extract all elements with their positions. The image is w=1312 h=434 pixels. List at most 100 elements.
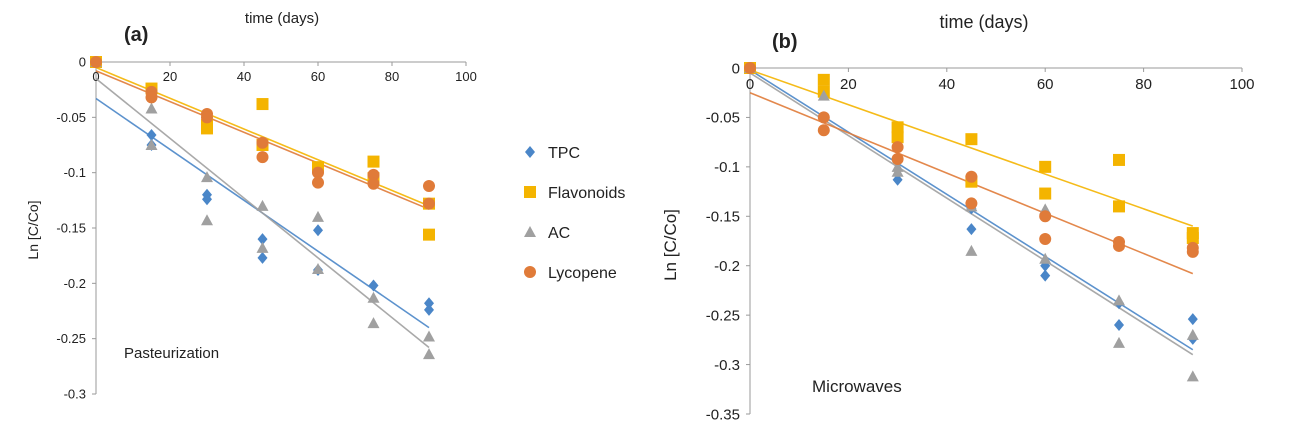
annotation-text: Microwaves xyxy=(812,377,902,396)
point-lycopene xyxy=(744,62,756,74)
point-tpc xyxy=(424,297,434,310)
point-lycopene xyxy=(256,136,269,149)
point-ac xyxy=(312,262,324,274)
point-lycopene xyxy=(1186,245,1199,258)
point-lycopene xyxy=(145,91,158,104)
point-ac xyxy=(312,210,324,222)
y-tick-label: -0.1 xyxy=(64,165,86,180)
y-axis-title: Ln [C/Co] xyxy=(25,200,41,259)
point-tpc xyxy=(1187,313,1198,326)
point-ac xyxy=(1113,294,1125,306)
x-tick-label: 0 xyxy=(746,76,754,93)
legend-label-tpc: TPC xyxy=(548,145,580,162)
y-axis-title: Ln [C/Co] xyxy=(661,209,680,281)
point-flavonoids xyxy=(1039,160,1052,173)
y-tick-label: -0.15 xyxy=(56,221,86,236)
point-lycopene xyxy=(817,124,830,137)
legend-label-ac: AC xyxy=(548,225,570,242)
point-ac xyxy=(891,165,904,177)
point-lycopene xyxy=(1113,239,1125,252)
annotation-text: Pasteurization xyxy=(124,345,219,362)
x-tick-label: 20 xyxy=(840,76,857,93)
point-flavonoids xyxy=(1113,200,1125,213)
point-ac xyxy=(367,317,380,329)
trendline-ac xyxy=(95,77,430,349)
y-tick-label: -0.25 xyxy=(706,307,740,324)
y-tick-label: -0.05 xyxy=(56,110,86,125)
point-flavonoids xyxy=(891,131,904,144)
point-lycopene xyxy=(817,111,830,124)
point-tpc xyxy=(202,193,212,206)
panel-label: (a) xyxy=(124,24,148,46)
y-tick-label: -0.2 xyxy=(64,276,86,291)
point-lycopene xyxy=(891,152,904,165)
point-tpc xyxy=(146,129,157,142)
x-tick-label: 40 xyxy=(237,69,251,84)
point-lycopene xyxy=(312,166,324,179)
x-tick-label: 20 xyxy=(163,69,177,84)
legend-marker-lycopene xyxy=(524,266,536,278)
point-ac xyxy=(201,171,213,183)
x-tick-label: 60 xyxy=(1037,76,1054,93)
point-ac xyxy=(145,139,158,150)
point-lycopene xyxy=(423,197,435,210)
point-flavonoids xyxy=(891,121,904,134)
point-ac xyxy=(817,89,830,101)
y-tick-label: 0 xyxy=(79,55,86,70)
point-tpc xyxy=(313,224,323,237)
point-flavonoids xyxy=(817,73,830,86)
point-lycopene xyxy=(367,177,380,190)
legend-label-lycopene: Lycopene xyxy=(548,265,617,282)
x-tick-label: 0 xyxy=(92,69,99,84)
x-axis-title: time (days) xyxy=(245,10,319,27)
x-axis-title: time (days) xyxy=(939,12,1028,32)
point-flavonoids xyxy=(1186,232,1199,245)
point-ac xyxy=(423,348,435,360)
point-tpc xyxy=(1114,319,1124,332)
point-lycopene xyxy=(1039,210,1052,223)
y-tick-label: -0.05 xyxy=(706,110,740,127)
legend: TPC Flavonoids AC Lycopene xyxy=(524,145,625,282)
point-lycopene xyxy=(312,176,324,189)
point-tpc xyxy=(424,303,434,316)
legend-marker-flavonoids xyxy=(524,186,536,198)
point-flavonoids xyxy=(367,155,380,168)
y-tick-label: -0.3 xyxy=(64,387,86,402)
x-tick-label: 100 xyxy=(455,69,477,84)
y-tick-label: -0.15 xyxy=(706,209,740,226)
point-flavonoids xyxy=(1113,153,1125,166)
point-lycopene xyxy=(1039,233,1052,246)
panel-label: (b) xyxy=(772,31,798,53)
point-ac xyxy=(1113,336,1125,348)
x-tick-label: 100 xyxy=(1229,76,1254,93)
point-tpc xyxy=(257,251,268,264)
point-ac xyxy=(965,244,978,256)
y-tick-label: 0 xyxy=(732,60,740,77)
point-ac xyxy=(367,291,380,303)
point-ac xyxy=(256,199,269,211)
panel-a: 0 20 40 60 80 100 0 -0.05 -0.1 -0.15 -0.2 -0.25 -0.3… xyxy=(25,10,477,402)
panel-b: 0 20 40 60 80 100 0 -0.05 -0.1 -0.15 -0.2 -0.25 -0.3… xyxy=(661,12,1255,423)
point-ac xyxy=(1039,252,1052,264)
point-ac xyxy=(256,241,269,253)
point-lycopene xyxy=(965,170,978,183)
point-tpc xyxy=(966,223,977,236)
y-tick-label: -0.2 xyxy=(714,258,740,275)
point-lycopene xyxy=(423,179,435,192)
x-tick-label: 80 xyxy=(385,69,399,84)
point-ac xyxy=(201,214,213,226)
y-tick-label: -0.3 xyxy=(714,357,740,374)
point-flavonoids xyxy=(201,122,213,135)
point-tpc xyxy=(257,233,268,246)
x-tick-label: 60 xyxy=(311,69,325,84)
point-ac xyxy=(423,330,435,342)
y-tick-label: -0.1 xyxy=(714,159,740,176)
point-tpc xyxy=(368,279,379,292)
point-flavonoids xyxy=(1039,187,1052,200)
point-flavonoids xyxy=(965,133,978,146)
legend-marker-tpc xyxy=(525,146,535,158)
point-lycopene xyxy=(891,141,904,154)
legend-label-flavonoids: Flavonoids xyxy=(548,185,625,202)
point-flavonoids xyxy=(423,228,435,241)
y-tick-label: -0.35 xyxy=(706,406,740,423)
